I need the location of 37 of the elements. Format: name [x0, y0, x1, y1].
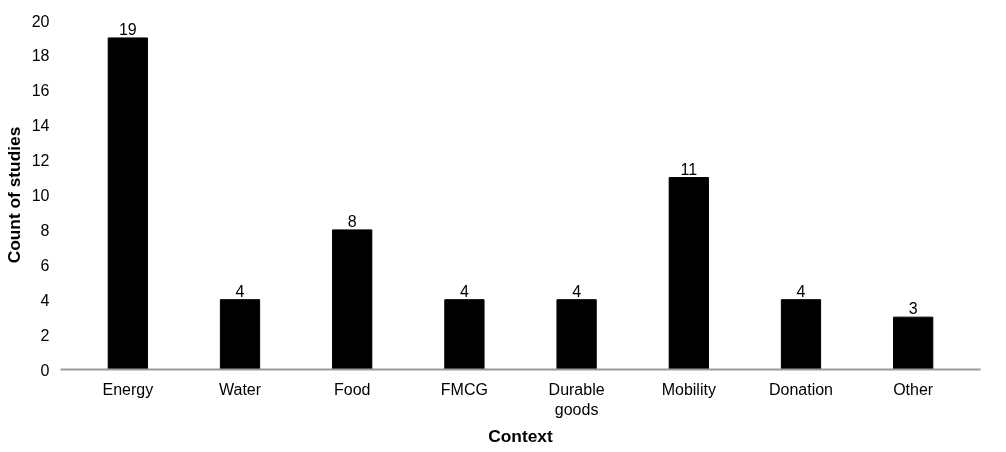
data-label: 8 — [347, 212, 357, 230]
bar — [332, 229, 373, 370]
y-tick-label: 18 — [31, 47, 50, 65]
data-label: 3 — [908, 300, 918, 318]
data-label: 4 — [459, 282, 469, 300]
x-tick-label: Water — [218, 380, 262, 398]
x-axis-title: Context — [488, 425, 553, 446]
y-tick-label: 16 — [31, 82, 50, 100]
y-tick-label: 8 — [40, 221, 50, 239]
y-tick-label: 0 — [40, 361, 50, 379]
y-tick-label: 12 — [31, 152, 50, 170]
y-tick-label: 6 — [40, 256, 50, 274]
bar — [556, 299, 597, 370]
bar — [107, 37, 148, 370]
y-axis-title: Count of studies — [3, 126, 24, 264]
x-tick-label: Other — [893, 380, 934, 398]
y-tick-label: 4 — [40, 291, 50, 309]
x-tick-label: Mobility — [661, 380, 716, 398]
x-tick-label: Durable goods — [548, 380, 605, 418]
bar — [219, 299, 261, 370]
bar — [780, 299, 822, 370]
data-label: 19 — [118, 20, 137, 38]
y-tick-label: 2 — [40, 326, 50, 344]
bar — [444, 299, 485, 370]
y-tick-label: 10 — [31, 187, 50, 204]
bar — [668, 177, 709, 370]
x-tick-label: Energy — [102, 380, 154, 398]
data-label: 4 — [796, 282, 806, 300]
data-label: 4 — [235, 282, 245, 300]
data-label: 11 — [680, 160, 698, 178]
y-tick-label: 14 — [31, 117, 50, 135]
y-tick-label: 20 — [31, 12, 50, 30]
data-label: 4 — [572, 282, 582, 300]
x-tick-label: Donation — [768, 380, 834, 398]
x-tick-label: FMCG — [440, 380, 488, 398]
bar — [893, 316, 934, 370]
x-tick-label: Food — [333, 380, 371, 398]
